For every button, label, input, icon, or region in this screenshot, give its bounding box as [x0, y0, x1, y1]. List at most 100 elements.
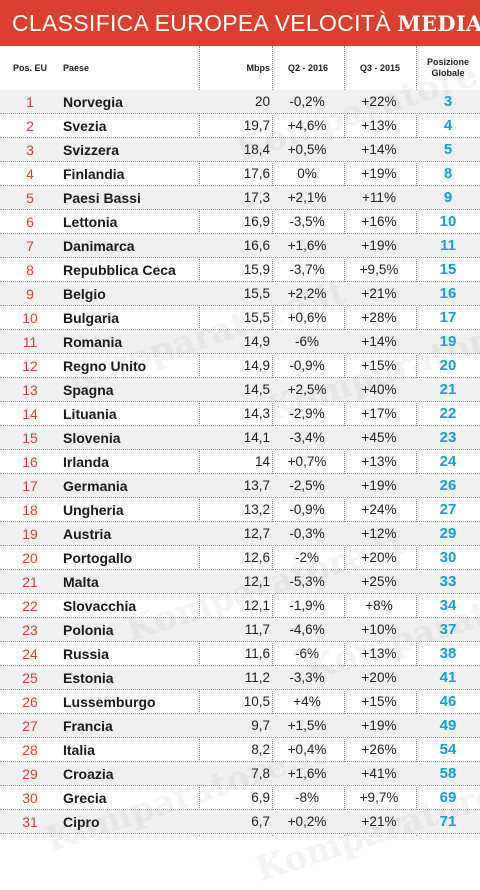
row-pos-eu: 20 [22, 550, 38, 566]
row-q3-2015: +13% [361, 454, 397, 469]
header-country: Paese [63, 62, 90, 73]
row-mbps: 13,7 [243, 478, 270, 493]
row-global-rank: 4 [443, 117, 453, 134]
row-country: Portogallo [63, 550, 133, 566]
row-separator [0, 761, 480, 762]
table-row: 12 Regno Unito 14,9 -0,9% +15% 20 [0, 354, 480, 378]
row-global-rank: 17 [439, 309, 457, 326]
row-separator [0, 377, 480, 378]
row-global-rank: 41 [439, 669, 457, 686]
row-pos-eu: 23 [22, 622, 38, 638]
row-country: Danimarca [63, 238, 135, 254]
row-country: Austria [63, 526, 112, 542]
row-country: Slovacchia [63, 598, 137, 614]
row-separator [0, 833, 480, 834]
row-mbps: 14 [254, 454, 270, 469]
row-q3-2015: +19% [361, 478, 397, 493]
row-global-rank: 29 [439, 525, 457, 542]
chart-title-light: CLASSIFICA EUROPEA VELOCITÀ [12, 10, 391, 36]
row-q2-2016: -2,5% [289, 478, 325, 493]
row-q2-2016: -3,5% [289, 214, 325, 229]
table-row: 16 Irlanda 14 +0,7% +13% 24 [0, 450, 480, 474]
row-global-rank: 54 [439, 741, 457, 758]
row-mbps: 11,6 [244, 646, 270, 661]
row-global-rank: 9 [443, 189, 453, 206]
row-country: Svizzera [63, 142, 120, 158]
row-country: Belgio [63, 286, 106, 302]
row-separator [0, 617, 480, 618]
row-global-rank: 5 [443, 141, 453, 158]
table-row: 19 Austria 12,7 -0,3% +12% 29 [0, 522, 480, 546]
row-global-rank: 15 [439, 261, 457, 278]
header-q3-2015: Q3 - 2015 [359, 62, 401, 73]
row-q3-2015: +15% [361, 358, 397, 373]
row-q2-2016: -3,3% [289, 670, 325, 685]
table-row: 22 Slovacchia 12,1 -1,9% +8% 34 [0, 594, 480, 618]
row-q3-2015: +14% [361, 142, 397, 157]
row-country: Polonia [63, 622, 114, 638]
row-q3-2015: +20% [361, 550, 397, 565]
row-q2-2016: +4,6% [287, 118, 327, 133]
row-global-rank: 24 [439, 453, 457, 470]
row-separator [0, 689, 480, 690]
table-row: 8 Repubblica Ceca 15,9 -3,7% +9,5% 15 [0, 258, 480, 282]
row-global-rank: 27 [439, 501, 457, 518]
row-q2-2016: -6% [294, 646, 319, 661]
row-country: Lussemburgo [63, 694, 156, 710]
row-country: Francia [63, 718, 113, 734]
row-global-rank: 10 [439, 213, 457, 230]
row-mbps: 11,2 [244, 670, 270, 685]
row-pos-eu: 5 [26, 190, 34, 206]
row-country: Cipro [63, 814, 100, 830]
row-pos-eu: 10 [22, 310, 38, 326]
row-pos-eu: 3 [26, 142, 34, 158]
row-q3-2015: +24% [361, 502, 397, 517]
row-q2-2016: -0,2% [289, 94, 325, 109]
row-q3-2015: +28% [361, 310, 397, 325]
row-q3-2015: +13% [361, 646, 397, 661]
table-row: 10 Bulgaria 15,5 +0,6% +28% 17 [0, 306, 480, 330]
row-pos-eu: 2 [26, 118, 34, 134]
row-separator [0, 137, 480, 138]
row-country: Italia [63, 742, 95, 758]
table-row: 31 Cipro 6,7 +0,2% +21% 71 [0, 810, 480, 834]
row-q2-2016: -4,6% [289, 622, 325, 637]
table-row: 25 Estonia 11,2 -3,3% +20% 41 [0, 666, 480, 690]
row-pos-eu: 16 [22, 454, 38, 470]
row-mbps: 12,6 [243, 550, 270, 565]
row-q3-2015: +14% [361, 334, 397, 349]
row-mbps: 14,9 [243, 358, 270, 373]
row-pos-eu: 27 [22, 718, 38, 734]
row-pos-eu: 15 [22, 430, 38, 446]
row-country: Romania [63, 334, 123, 350]
row-mbps: 13,2 [243, 502, 270, 517]
row-q3-2015: +10% [361, 622, 397, 637]
row-q3-2015: +19% [361, 238, 397, 253]
row-q2-2016: -1,9% [289, 598, 325, 613]
row-mbps: 20 [254, 94, 270, 109]
row-q2-2016: -0,9% [289, 358, 325, 373]
row-separator [0, 545, 480, 546]
row-q3-2015: +45% [361, 430, 397, 445]
table-row: 4 Finlandia 17,6 0% +19% 8 [0, 162, 480, 186]
row-separator [0, 401, 480, 402]
row-separator [0, 521, 480, 522]
row-q2-2016: +0,4% [287, 742, 327, 757]
row-q3-2015: +22% [361, 94, 397, 109]
row-q2-2016: -3,7% [289, 262, 325, 277]
row-separator [0, 209, 480, 210]
row-q2-2016: +2,1% [287, 190, 327, 205]
row-q2-2016: +4% [293, 694, 321, 709]
table-row: 21 Malta 12,1 -5,3% +25% 33 [0, 570, 480, 594]
row-country: Finlandia [63, 166, 125, 182]
row-separator [0, 281, 480, 282]
row-country: Svezia [63, 118, 107, 134]
row-separator [0, 497, 480, 498]
row-mbps: 12,1 [243, 574, 270, 589]
row-pos-eu: 31 [22, 814, 38, 830]
row-country: Ungheria [63, 502, 124, 518]
row-q3-2015: +13% [361, 118, 397, 133]
header-global-rank: Posizione Globale [426, 57, 469, 78]
row-mbps: 14,3 [243, 406, 270, 421]
row-global-rank: 19 [439, 333, 457, 350]
